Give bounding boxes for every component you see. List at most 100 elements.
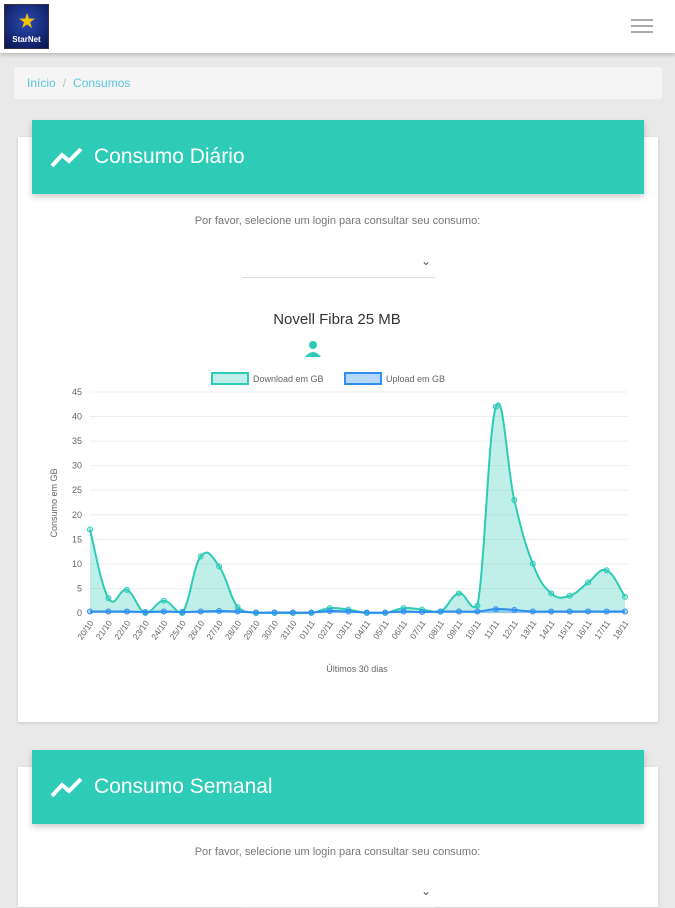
data-point	[271, 609, 278, 616]
data-point	[123, 586, 130, 593]
data-point	[566, 608, 573, 615]
hamburger-menu-icon[interactable]	[631, 19, 653, 33]
data-point	[492, 606, 499, 613]
legend-swatch	[211, 372, 249, 385]
data-point	[253, 609, 260, 616]
x-tick-label: 09/11	[445, 618, 465, 641]
x-tick-label: 06/11	[389, 618, 409, 641]
data-point	[548, 590, 555, 597]
data-point	[87, 608, 93, 615]
y-axis-label: Consumo em GB	[49, 468, 59, 537]
data-point	[216, 563, 223, 570]
series-line-0	[89, 402, 626, 615]
logo-text: StarNet	[12, 35, 41, 44]
y-tick-label: 5	[77, 583, 82, 593]
x-axis-label: Últimos 30 dias	[326, 664, 388, 674]
daily-prompt: Por favor, selecione um login para consu…	[194, 215, 481, 227]
data-point	[123, 608, 130, 615]
y-tick-label: 45	[72, 387, 82, 397]
x-tick-label: 21/10	[94, 618, 115, 641]
x-tick-label: 17/11	[592, 618, 612, 641]
data-point	[234, 608, 241, 615]
x-tick-label: 22/10	[112, 618, 133, 641]
breadcrumb-current[interactable]: Consumos	[73, 76, 131, 90]
data-point	[197, 608, 204, 615]
data-point	[585, 579, 592, 586]
user-icon-body	[305, 352, 321, 357]
legend-swatch	[344, 372, 382, 385]
weekly-header: Consumo Semanal	[32, 750, 644, 824]
data-point	[197, 553, 204, 560]
x-tick-label: 07/11	[408, 618, 428, 641]
legend-label: Upload em GB	[386, 374, 445, 384]
y-tick-label: 0	[77, 608, 82, 618]
x-tick-label: 11/11	[482, 618, 502, 640]
data-point	[308, 609, 315, 616]
x-tick-label: 15/11	[555, 618, 575, 641]
starnet-logo[interactable]: ★ StarNet	[4, 4, 49, 49]
data-point	[529, 560, 536, 567]
x-tick-label: 30/10	[260, 618, 281, 641]
daily-chart: Novell Fibra 25 MB Download em GB Upload e…	[49, 311, 631, 674]
data-point	[142, 609, 149, 616]
chevron-down-icon: ⌄	[420, 254, 431, 268]
daily-header: Consumo Diário	[32, 120, 644, 194]
data-point	[622, 593, 628, 600]
data-point	[603, 567, 610, 574]
data-point	[105, 608, 112, 615]
data-point	[511, 497, 518, 504]
daily-login-select[interactable]: ⌄	[242, 248, 435, 278]
data-point	[419, 609, 426, 616]
breadcrumb: Início / Consumos	[14, 67, 662, 99]
data-point	[179, 609, 186, 616]
data-point	[474, 602, 481, 609]
x-tick-label: 02/11	[315, 618, 335, 641]
data-point	[529, 608, 536, 615]
data-point	[585, 608, 592, 615]
weekly-login-select[interactable]: ⌄	[242, 878, 435, 908]
y-tick-label: 20	[72, 510, 82, 520]
data-point	[474, 608, 481, 615]
x-tick-label: 04/11	[352, 618, 372, 641]
x-tick-label: 31/10	[278, 618, 299, 641]
trending-up-icon	[50, 777, 83, 798]
chevron-down-icon: ⌄	[420, 884, 431, 898]
y-tick-label: 40	[72, 412, 82, 422]
y-tick-label: 15	[72, 534, 82, 544]
data-point	[603, 608, 610, 615]
x-tick-label: 18/11	[611, 618, 631, 641]
x-tick-label: 12/11	[500, 618, 520, 641]
x-tick-label: 29/10	[241, 618, 262, 641]
x-tick-label: 16/11	[574, 618, 594, 641]
x-tick-label: 10/11	[463, 618, 483, 641]
x-tick-label: 28/10	[223, 618, 244, 641]
y-tick-label: 30	[72, 461, 82, 471]
data-point	[566, 592, 573, 599]
daily-card	[18, 137, 658, 722]
y-tick-label: 35	[72, 436, 82, 446]
y-tick-label: 25	[72, 485, 82, 495]
data-point	[160, 608, 167, 615]
data-point	[234, 604, 241, 611]
x-tick-label: 24/10	[149, 618, 170, 641]
x-tick-label: 13/11	[518, 618, 538, 641]
data-point	[289, 609, 296, 616]
data-point	[216, 608, 223, 615]
weekly-title: Consumo Semanal	[94, 775, 273, 798]
data-point	[105, 595, 112, 602]
x-tick-label: 05/11	[371, 618, 391, 641]
breadcrumb-home[interactable]: Início	[27, 76, 56, 90]
data-point	[400, 608, 407, 615]
data-point	[455, 590, 462, 597]
data-point	[345, 608, 352, 615]
series-line-1	[90, 608, 625, 614]
x-tick-label: 03/11	[334, 618, 354, 641]
series-area-0	[90, 403, 625, 613]
data-point	[455, 608, 462, 615]
x-tick-label: 01/11	[297, 618, 317, 641]
x-tick-label: 25/10	[167, 618, 188, 641]
x-tick-label: 14/11	[537, 618, 557, 641]
x-tick-label: 08/11	[426, 618, 446, 641]
data-point	[548, 608, 555, 615]
data-point	[160, 597, 167, 604]
